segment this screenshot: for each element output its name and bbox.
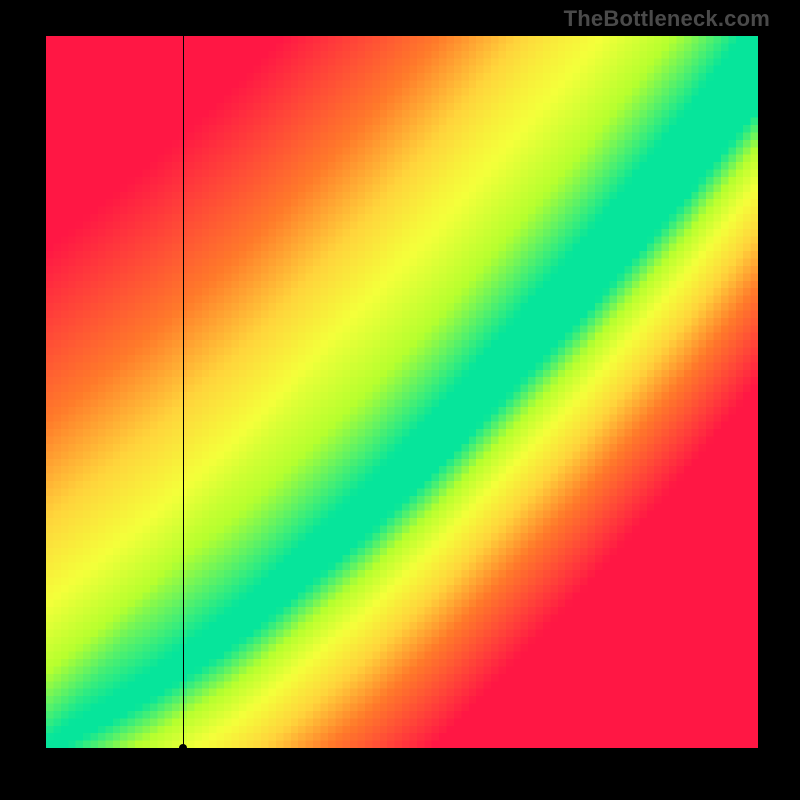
- heatmap-canvas: [46, 36, 758, 748]
- heatmap-plot: [46, 36, 758, 748]
- watermark-text: TheBottleneck.com: [564, 6, 770, 32]
- chart-frame: TheBottleneck.com: [0, 0, 800, 800]
- crosshair-vertical-line: [183, 36, 184, 748]
- bottom-axis-zone: [0, 748, 800, 800]
